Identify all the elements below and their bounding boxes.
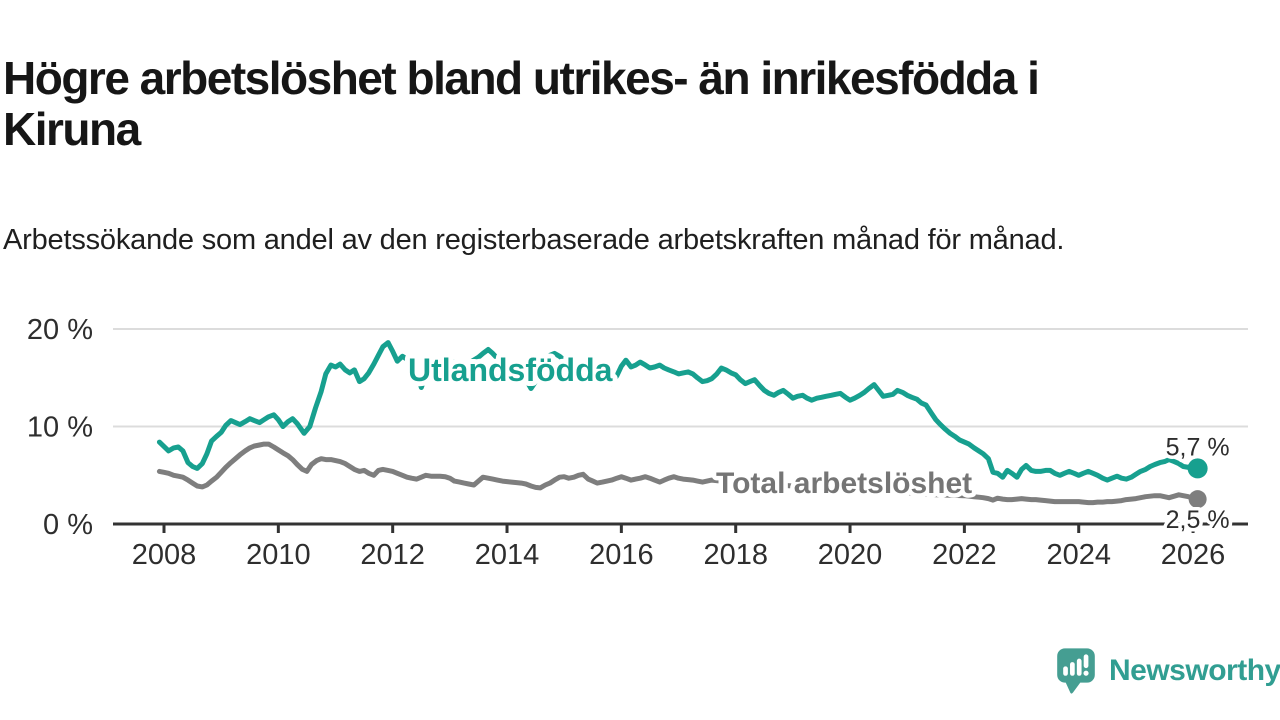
x-tick-label: 2022	[932, 539, 997, 571]
newsworthy-logo: Newsworthy	[1052, 645, 1280, 698]
y-tick-label: 20 %	[27, 314, 93, 346]
newsworthy-bubble-chart-icon	[1057, 648, 1095, 694]
series-line-total-arbetsloshet	[156, 441, 1201, 506]
series-end-value-label: 2,5 %	[1166, 506, 1230, 534]
series-label-total-arbetsloshet: Total arbetslöshet	[716, 467, 972, 500]
end-markers: 5,7 % 2,5 %	[1162, 430, 1233, 538]
y-tick-label: 10 %	[27, 412, 93, 444]
gridlines	[113, 328, 1248, 428]
x-tick-label: 2014	[475, 539, 540, 571]
y-axis-labels: 0 % 10 % 20 %	[27, 314, 93, 541]
series-line-utlandsfodda	[156, 340, 1201, 483]
newsworthy-wordmark: Newsworthy	[1109, 654, 1280, 687]
x-tick-label: 2026	[1161, 539, 1226, 571]
x-axis-ticks: 2008 2010 2012 2014 2016 2018 2020 2022 2024 2026	[132, 524, 1226, 571]
series-end-dot	[1187, 458, 1208, 479]
page-title: Högre arbetslöshet bland utrikes- än inr…	[3, 51, 1040, 155]
x-tick-label: 2008	[132, 539, 197, 571]
y-tick-label: 0 %	[43, 509, 93, 541]
series-lines	[156, 340, 1201, 506]
series-labels: Utlandsfödda Total arbetslöshet	[403, 347, 977, 505]
series-end-value-label: 5,7 %	[1166, 433, 1230, 461]
x-tick-label: 2024	[1046, 539, 1111, 571]
x-tick-label: 2020	[818, 539, 883, 571]
x-tick-label: 2016	[589, 539, 654, 571]
x-tick-label: 2018	[703, 539, 768, 571]
series-label-utlandsfodda: Utlandsfödda	[408, 352, 613, 388]
series-end-dot	[1188, 490, 1207, 509]
chart-subtitle: Arbetssökande som andel av den registerb…	[3, 224, 1065, 256]
x-tick-label: 2012	[360, 539, 425, 571]
x-tick-label: 2010	[246, 539, 311, 571]
